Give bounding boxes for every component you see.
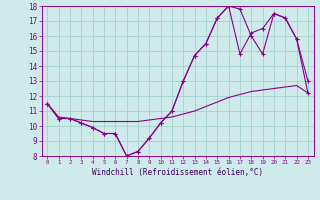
X-axis label: Windchill (Refroidissement éolien,°C): Windchill (Refroidissement éolien,°C) [92, 168, 263, 177]
